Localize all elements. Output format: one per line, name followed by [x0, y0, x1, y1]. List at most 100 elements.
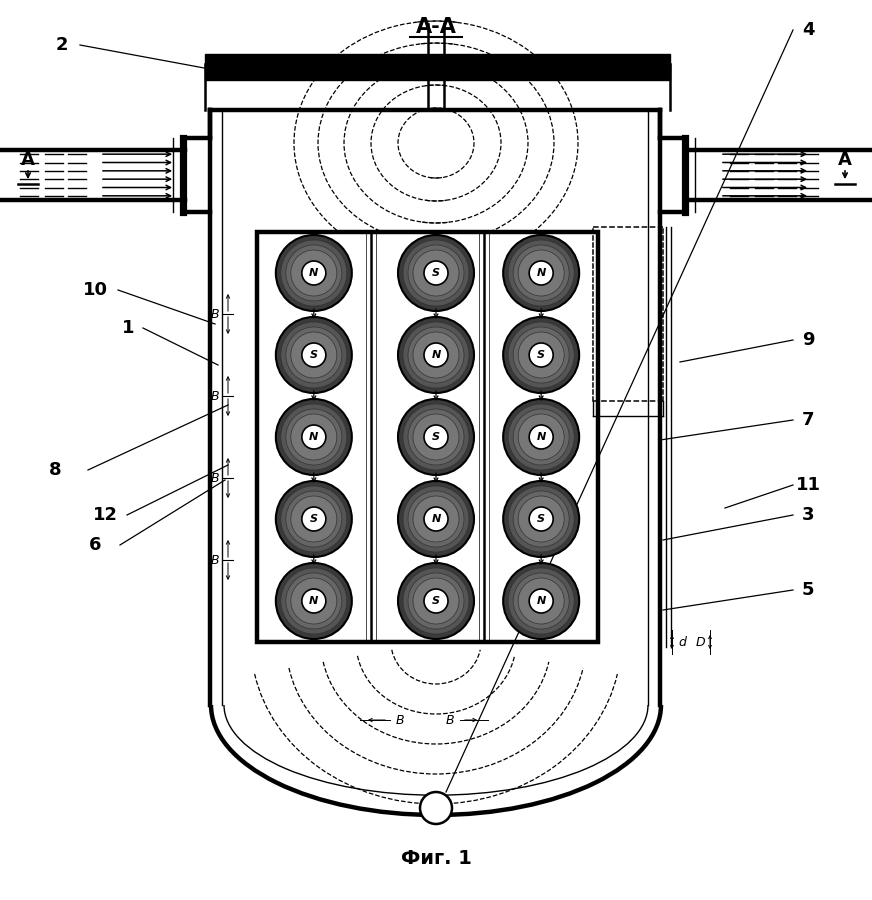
Text: B: B	[211, 308, 220, 320]
Circle shape	[291, 414, 337, 460]
Circle shape	[281, 240, 347, 306]
Text: N: N	[536, 596, 546, 606]
Circle shape	[503, 317, 579, 393]
Circle shape	[291, 332, 337, 378]
Circle shape	[508, 486, 574, 552]
Text: 6: 6	[89, 536, 101, 554]
Text: А-А: А-А	[416, 17, 456, 37]
Circle shape	[529, 507, 553, 531]
Circle shape	[518, 496, 564, 542]
Text: D: D	[695, 635, 705, 649]
Text: S: S	[537, 350, 545, 360]
Text: 4: 4	[801, 21, 814, 39]
Text: A: A	[21, 151, 35, 169]
Circle shape	[398, 235, 474, 311]
Circle shape	[276, 235, 351, 311]
Circle shape	[302, 261, 326, 285]
Circle shape	[403, 486, 469, 552]
Text: 2: 2	[56, 36, 68, 54]
Text: 9: 9	[801, 331, 814, 349]
Text: N: N	[432, 350, 440, 360]
Circle shape	[508, 322, 574, 388]
Circle shape	[413, 496, 459, 542]
Text: N: N	[536, 432, 546, 442]
Circle shape	[513, 327, 569, 383]
Circle shape	[408, 245, 464, 301]
Text: d: d	[678, 635, 686, 649]
Circle shape	[424, 261, 448, 285]
Circle shape	[424, 589, 448, 613]
Circle shape	[302, 589, 326, 613]
Text: S: S	[537, 514, 545, 524]
Text: S: S	[432, 268, 440, 278]
Text: B: B	[446, 714, 454, 726]
Circle shape	[503, 481, 579, 557]
Circle shape	[529, 343, 553, 367]
Circle shape	[281, 568, 347, 634]
Bar	[205, 54, 670, 70]
Text: 12: 12	[92, 506, 118, 524]
Circle shape	[281, 322, 347, 388]
Circle shape	[286, 245, 342, 301]
Circle shape	[413, 250, 459, 296]
Text: 5: 5	[801, 581, 814, 599]
Circle shape	[424, 425, 448, 449]
Circle shape	[286, 409, 342, 465]
Circle shape	[413, 332, 459, 378]
Circle shape	[529, 425, 553, 449]
Text: 8: 8	[49, 461, 61, 479]
Bar	[205, 64, 670, 80]
Text: N: N	[310, 268, 318, 278]
Text: B: B	[211, 472, 220, 484]
Circle shape	[403, 568, 469, 634]
Circle shape	[508, 240, 574, 306]
Text: A: A	[838, 151, 852, 169]
Circle shape	[503, 563, 579, 639]
Circle shape	[513, 573, 569, 629]
Circle shape	[408, 491, 464, 547]
Text: 11: 11	[795, 476, 821, 494]
Circle shape	[424, 343, 448, 367]
Circle shape	[291, 578, 337, 624]
Circle shape	[513, 491, 569, 547]
Circle shape	[398, 481, 474, 557]
Circle shape	[281, 404, 347, 470]
Circle shape	[420, 792, 452, 824]
Circle shape	[408, 327, 464, 383]
Circle shape	[286, 491, 342, 547]
Text: S: S	[432, 432, 440, 442]
Circle shape	[408, 573, 464, 629]
Circle shape	[398, 399, 474, 475]
Text: S: S	[310, 514, 317, 524]
Circle shape	[276, 481, 351, 557]
Circle shape	[403, 404, 469, 470]
Circle shape	[302, 343, 326, 367]
Circle shape	[291, 496, 337, 542]
Text: S: S	[432, 596, 440, 606]
Text: 3: 3	[801, 506, 814, 524]
Text: N: N	[310, 432, 318, 442]
Text: N: N	[536, 268, 546, 278]
Circle shape	[518, 250, 564, 296]
Circle shape	[503, 235, 579, 311]
Text: B: B	[211, 554, 220, 566]
Circle shape	[286, 573, 342, 629]
Circle shape	[398, 563, 474, 639]
Circle shape	[408, 409, 464, 465]
Circle shape	[302, 507, 326, 531]
Text: N: N	[310, 596, 318, 606]
Text: 7: 7	[801, 411, 814, 429]
Circle shape	[276, 399, 351, 475]
Circle shape	[518, 414, 564, 460]
Circle shape	[529, 261, 553, 285]
Circle shape	[508, 404, 574, 470]
Circle shape	[286, 327, 342, 383]
Text: 1: 1	[122, 319, 134, 337]
Text: S: S	[310, 350, 317, 360]
Text: N: N	[432, 514, 440, 524]
Text: Фиг. 1: Фиг. 1	[400, 849, 472, 868]
Circle shape	[276, 317, 351, 393]
Circle shape	[413, 414, 459, 460]
Circle shape	[508, 568, 574, 634]
Circle shape	[291, 250, 337, 296]
